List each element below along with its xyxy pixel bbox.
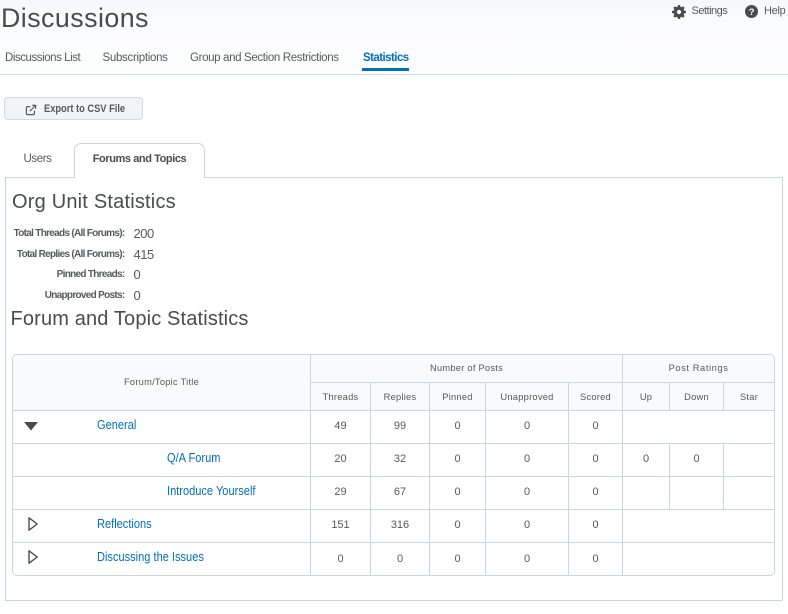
svg-text:?: ? [749, 7, 755, 18]
